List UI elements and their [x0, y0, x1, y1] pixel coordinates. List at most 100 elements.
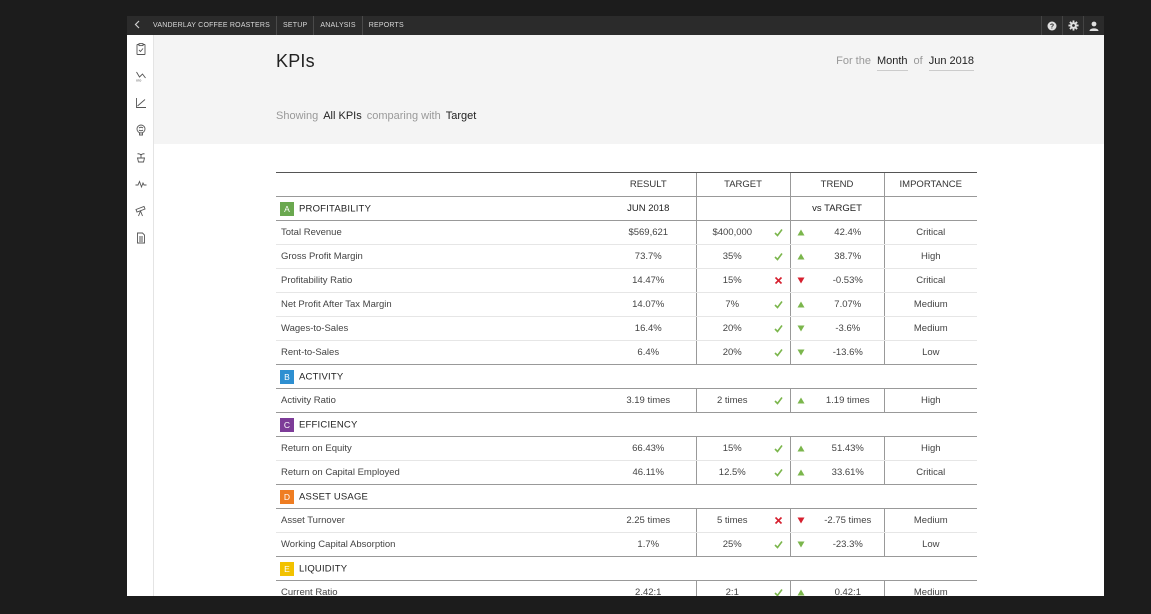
table-row[interactable]: Current Ratio 2.42:1 2:1 0.42:1 Medium: [276, 580, 978, 596]
page-title: KPIs: [276, 51, 315, 71]
svg-text:?: ?: [1050, 23, 1054, 30]
trend-up-icon: [797, 589, 805, 596]
kpi-name[interactable]: Return on Equity: [276, 436, 601, 461]
period-unit-dropdown[interactable]: Month: [876, 55, 908, 71]
kpi-name[interactable]: Profitability Ratio: [276, 268, 601, 293]
kpi-name[interactable]: Gross Profit Margin: [276, 244, 601, 269]
clipboard-icon[interactable]: [127, 35, 154, 62]
kpi-name[interactable]: Net Profit After Tax Margin: [276, 292, 601, 317]
kpi-target: 25%: [695, 532, 768, 557]
document-icon[interactable]: [127, 224, 154, 251]
kpi-importance: Critical: [883, 220, 978, 245]
kpi-trend-value: -0.53%: [812, 268, 885, 293]
check-icon: [774, 541, 783, 549]
kpi-name[interactable]: Total Revenue: [276, 220, 601, 245]
section-name: ASSET USAGE: [299, 491, 369, 502]
user-icon[interactable]: [1083, 16, 1104, 35]
table-row[interactable]: Wages-to-Sales 16.4% 20% -3.6% Medium: [276, 316, 978, 341]
section-name: ACTIVITY: [299, 371, 344, 382]
scatter-icon[interactable]: x/o: [127, 62, 154, 89]
kpi-status-cell: [768, 292, 791, 317]
result-column-header[interactable]: RESULT: [601, 172, 696, 197]
period-prefix: For the: [836, 55, 871, 67]
table-row[interactable]: Activity Ratio 3.19 times 2 times 1.19 time…: [276, 388, 978, 413]
kpi-status-cell: [768, 220, 791, 245]
kpi-name[interactable]: Current Ratio: [276, 580, 601, 596]
table-row[interactable]: Profitability Ratio 14.47% 15% -0.53% Critic…: [276, 268, 978, 293]
kpi-result: 46.11%: [601, 460, 696, 485]
kpi-target: 35%: [695, 244, 768, 269]
kpi-status-cell: [768, 508, 791, 533]
kpi-trend-direction-cell: [789, 388, 813, 413]
kpi-importance: Medium: [883, 580, 978, 596]
kpi-name[interactable]: Wages-to-Sales: [276, 316, 601, 341]
kpi-importance: High: [883, 388, 978, 413]
kpi-trend-direction-cell: [789, 292, 813, 317]
kpi-trend-direction-cell: [789, 460, 813, 485]
nav-analysis[interactable]: ANALYSIS: [314, 16, 363, 35]
kpi-importance: Critical: [883, 268, 978, 293]
kpi-status-cell: [768, 436, 791, 461]
kpi-set-dropdown[interactable]: All KPIs: [323, 110, 362, 122]
kpi-target: 15%: [695, 268, 768, 293]
help-icon[interactable]: ?: [1041, 16, 1062, 35]
trend-down-bad-icon: [797, 517, 805, 524]
trend-column-header[interactable]: TREND: [789, 172, 885, 197]
kpi-target: 20%: [695, 316, 768, 341]
kpi-result: 1.7%: [601, 532, 696, 557]
nav-reports[interactable]: REPORTS: [368, 22, 404, 29]
table-row[interactable]: Return on Capital Employed 46.11% 12.5% 33.…: [276, 460, 978, 485]
section-letter-badge: B: [280, 369, 294, 384]
kpi-name[interactable]: Working Capital Absorption: [276, 532, 601, 557]
section-title-cell: D ASSET USAGE: [276, 484, 601, 509]
table-row[interactable]: Rent-to-Sales 6.4% 20% -13.6% Low: [276, 340, 978, 365]
kpi-name[interactable]: Activity Ratio: [276, 388, 601, 413]
showing-prefix: Showing: [276, 110, 319, 122]
kpi-trend-direction-cell: [789, 316, 813, 341]
plant-icon[interactable]: [127, 143, 154, 170]
section-letter-badge: C: [280, 417, 294, 432]
table-row[interactable]: Net Profit After Tax Margin 14.07% 7% 7.07%…: [276, 292, 978, 317]
kpi-trend-value: 42.4%: [812, 220, 885, 245]
section-letter-badge: A: [280, 201, 294, 216]
kpi-trend-direction-cell: [789, 508, 813, 533]
column-header-row: RESULT TARGET TREND IMPORTANCE: [276, 172, 978, 197]
kpi-name[interactable]: Return on Capital Employed: [276, 460, 601, 485]
section-header-row[interactable]: D ASSET USAGE: [276, 484, 978, 509]
comparison-dropdown[interactable]: Target: [445, 110, 477, 122]
section-header-row[interactable]: E LIQUIDITY: [276, 556, 978, 581]
section-fill-cell: [601, 556, 978, 581]
kpi-result: 14.47%: [601, 268, 696, 293]
section-header-row[interactable]: B ACTIVITY: [276, 364, 978, 389]
check-icon: [774, 445, 783, 453]
section-name: PROFITABILITY: [299, 203, 372, 214]
kpi-name[interactable]: Asset Turnover: [276, 508, 601, 533]
check-icon: [774, 325, 783, 333]
kpi-result: 6.4%: [601, 340, 696, 365]
nav-company[interactable]: VANDERLAY COFFEE ROASTERS: [147, 16, 278, 35]
line-chart-icon[interactable]: [127, 89, 154, 116]
kpi-name[interactable]: Rent-to-Sales: [276, 340, 601, 365]
importance-column-header[interactable]: IMPORTANCE: [883, 172, 978, 197]
kpi-trend-value: -13.6%: [812, 340, 885, 365]
kpi-status-cell: [768, 460, 791, 485]
trend-down-good-icon: [797, 349, 805, 356]
kpi-status-cell: [768, 340, 791, 365]
section-title-cell: A PROFITABILITY: [276, 196, 601, 221]
section-header-row[interactable]: A PROFITABILITY JUN 2018 vs TARGET: [276, 196, 978, 221]
section-name: LIQUIDITY: [299, 563, 348, 574]
telescope-icon[interactable]: [127, 197, 154, 224]
table-row[interactable]: Return on Equity 66.43% 15% 51.43% High: [276, 436, 978, 461]
nav-setup[interactable]: SETUP: [277, 16, 315, 35]
table-row[interactable]: Working Capital Absorption 1.7% 25% -23.3% L…: [276, 532, 978, 557]
table-row[interactable]: Total Revenue $569,621 $400,000 42.4% Critic…: [276, 220, 978, 245]
table-row[interactable]: Asset Turnover 2.25 times 5 times -2.75 tim…: [276, 508, 978, 533]
period-value-dropdown[interactable]: Jun 2018: [928, 55, 974, 71]
table-row[interactable]: Gross Profit Margin 73.7% 35% 38.7% High: [276, 244, 978, 269]
section-header-row[interactable]: C EFFICIENCY: [276, 412, 978, 437]
pulse-icon[interactable]: [127, 170, 154, 197]
gear-icon[interactable]: [1062, 16, 1083, 35]
brain-icon[interactable]: [127, 116, 154, 143]
target-column-header[interactable]: TARGET: [695, 172, 791, 197]
back-chevron-icon[interactable]: [127, 20, 147, 32]
